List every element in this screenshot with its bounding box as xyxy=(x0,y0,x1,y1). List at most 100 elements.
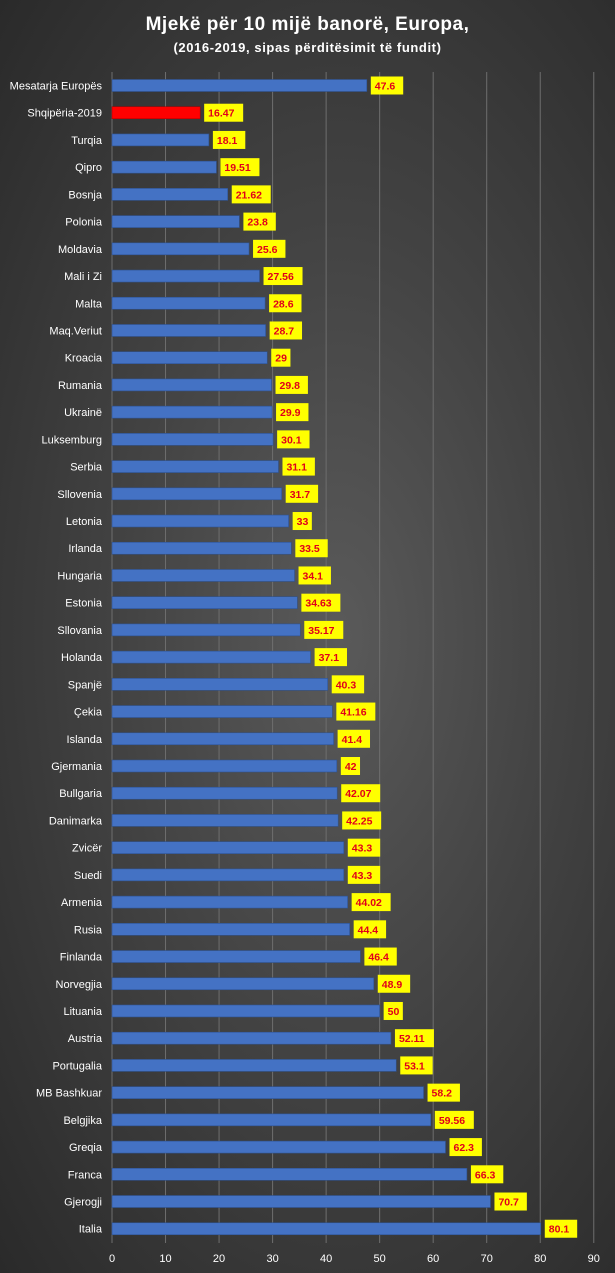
data-label: 46.4 xyxy=(368,952,389,964)
data-label-box xyxy=(292,512,312,531)
data-label: 42.25 xyxy=(346,815,372,827)
category-label: Turqia xyxy=(71,135,103,147)
bar xyxy=(111,1031,392,1045)
category-label: Shqipëria-2019 xyxy=(27,108,102,120)
data-label: 28.6 xyxy=(273,298,294,310)
category-label: Italia xyxy=(79,1224,103,1236)
data-label: 41.4 xyxy=(342,734,363,746)
data-label-box xyxy=(470,1165,504,1184)
category-label: Armenia xyxy=(61,897,103,909)
category-label: Zvicër xyxy=(72,843,102,855)
data-label-box xyxy=(269,321,303,340)
data-label: 44.02 xyxy=(356,897,382,909)
data-label: 59.56 xyxy=(439,1115,465,1127)
bars xyxy=(111,79,542,1236)
bar xyxy=(111,895,348,909)
data-label: 30.1 xyxy=(281,434,302,446)
x-tick-label: 50 xyxy=(374,1253,386,1265)
data-label-box xyxy=(285,484,319,503)
data-label: 19.51 xyxy=(224,162,250,174)
bar xyxy=(111,868,345,882)
bar xyxy=(111,487,282,501)
category-label: Franca xyxy=(68,1169,103,1181)
data-label: 40.3 xyxy=(336,679,357,691)
bar xyxy=(111,759,338,773)
x-tick-label: 70 xyxy=(481,1253,493,1265)
x-tick-label: 40 xyxy=(320,1253,332,1265)
category-label: Greqia xyxy=(69,1142,103,1154)
data-label: 29 xyxy=(275,353,287,365)
data-label-box xyxy=(364,947,397,966)
data-label: 29.9 xyxy=(280,407,301,419)
bar xyxy=(111,650,311,664)
bar xyxy=(111,1168,468,1181)
data-label: 37.1 xyxy=(319,652,340,664)
bar xyxy=(111,732,334,746)
bar xyxy=(111,1086,424,1099)
category-label: Mesatarja Europës xyxy=(10,81,103,93)
data-label-box xyxy=(377,974,411,993)
category-label: Islanda xyxy=(67,734,103,746)
category-label: Hungaria xyxy=(57,570,103,582)
data-label-box xyxy=(427,1083,460,1102)
bar xyxy=(111,814,339,827)
data-label: 23.8 xyxy=(247,217,268,229)
category-label: Irlanda xyxy=(68,543,103,555)
bar xyxy=(111,541,292,555)
bar xyxy=(111,378,272,392)
data-label: 42.07 xyxy=(345,788,371,800)
bar xyxy=(111,923,350,936)
data-label: 21.62 xyxy=(236,189,262,201)
bar xyxy=(111,460,279,473)
data-label-box xyxy=(275,375,308,394)
data-label: 52.11 xyxy=(399,1033,425,1045)
data-label: 16.47 xyxy=(208,108,234,120)
x-tick-label: 20 xyxy=(213,1253,225,1265)
data-label: 34.63 xyxy=(305,598,331,610)
bar xyxy=(111,1140,446,1154)
category-label: Ukrainë xyxy=(64,407,102,419)
x-tick-label: 80 xyxy=(534,1253,546,1265)
data-label-box xyxy=(295,539,328,558)
category-label: Suedi xyxy=(74,870,102,882)
data-label: 28.7 xyxy=(274,325,295,337)
bar xyxy=(111,433,274,446)
data-label: 29.8 xyxy=(280,380,301,392)
category-label: Çekia xyxy=(74,707,103,719)
category-label: Austria xyxy=(68,1033,103,1045)
data-label: 62.3 xyxy=(453,1142,474,1154)
data-label-box xyxy=(331,675,365,694)
data-label-box xyxy=(231,185,271,204)
bar xyxy=(111,1113,432,1127)
data-label-box xyxy=(298,566,331,585)
bar xyxy=(111,160,217,174)
x-tick-label: 10 xyxy=(159,1253,171,1265)
bar xyxy=(111,1195,491,1208)
bar xyxy=(111,1222,542,1236)
data-label-box xyxy=(263,267,303,286)
category-label: Qipro xyxy=(75,162,102,174)
category-label: Kroacia xyxy=(65,353,103,365)
data-label: 18.1 xyxy=(217,135,238,147)
bar xyxy=(111,514,289,528)
bar xyxy=(111,786,338,800)
category-label: Mali i Zi xyxy=(64,271,102,283)
data-label-box xyxy=(340,757,361,775)
data-label: 34.1 xyxy=(303,570,324,582)
data-label-box xyxy=(271,348,291,367)
category-label: Danimarka xyxy=(49,815,103,827)
category-label: Bullgaria xyxy=(59,788,103,800)
category-label: Gjermania xyxy=(51,761,103,773)
data-label-box xyxy=(243,212,276,231)
x-tick-label: 30 xyxy=(266,1253,278,1265)
data-label-box xyxy=(544,1219,578,1238)
data-label-box xyxy=(282,457,315,476)
bar xyxy=(111,405,273,419)
data-label-box xyxy=(277,430,310,449)
category-label: Sllovania xyxy=(57,625,103,637)
category-label: Rusia xyxy=(74,924,103,936)
category-label: Spanjë xyxy=(68,679,102,691)
bar xyxy=(111,269,260,283)
category-label: Portugalia xyxy=(52,1060,102,1072)
data-label: 33.5 xyxy=(299,543,320,555)
